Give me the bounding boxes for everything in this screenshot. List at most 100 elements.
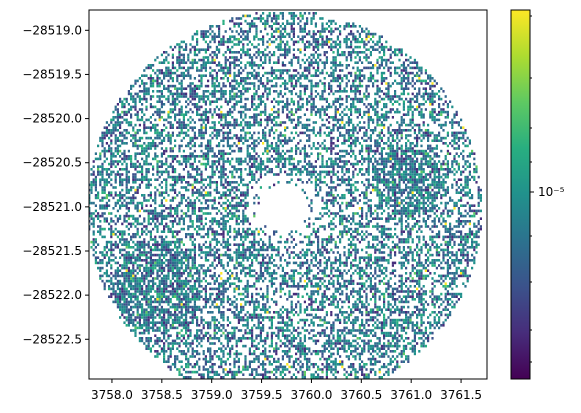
heatmap-cell xyxy=(178,51,181,54)
heatmap-cell xyxy=(114,147,117,150)
heatmap-cell xyxy=(468,178,471,181)
heatmap-cell xyxy=(314,188,317,192)
heatmap-cell xyxy=(455,191,458,194)
heatmap-cell xyxy=(163,71,166,75)
heatmap-cell xyxy=(244,97,247,101)
heatmap-cell xyxy=(330,191,333,194)
heatmap-cell xyxy=(420,175,423,179)
heatmap-cell xyxy=(200,144,203,148)
heatmap-cell xyxy=(356,181,359,184)
heatmap-cell xyxy=(442,173,445,176)
heatmap-cell xyxy=(361,84,364,88)
heatmap-cell xyxy=(455,183,458,187)
heatmap-cell xyxy=(449,152,452,155)
heatmap-cell xyxy=(182,116,185,119)
heatmap-cell xyxy=(418,149,421,153)
heatmap-cell xyxy=(237,110,240,114)
heatmap-cell xyxy=(310,22,313,25)
heatmap-cell xyxy=(372,66,375,70)
heatmap-cell xyxy=(246,123,249,127)
heatmap-cell xyxy=(198,194,201,197)
heatmap-cell xyxy=(222,183,225,187)
heatmap-cell xyxy=(141,103,144,106)
heatmap-cell xyxy=(424,108,427,111)
heatmap-cell xyxy=(444,116,447,119)
heatmap-cell xyxy=(345,90,348,93)
heatmap-cell xyxy=(457,131,460,135)
heatmap-cell xyxy=(237,157,240,161)
heatmap-cell xyxy=(367,168,370,171)
heatmap-cell xyxy=(204,131,207,135)
heatmap-cell xyxy=(330,116,333,119)
heatmap-cell xyxy=(297,116,300,119)
heatmap-cell xyxy=(442,123,445,127)
heatmap-cell xyxy=(125,136,128,140)
heatmap-cell xyxy=(213,170,216,174)
heatmap-cell xyxy=(411,147,414,150)
heatmap-cell xyxy=(202,100,205,103)
heatmap-cell xyxy=(286,87,289,90)
heatmap-cell xyxy=(248,121,251,124)
heatmap-cell xyxy=(200,123,203,127)
heatmap-cell xyxy=(449,121,452,124)
heatmap-cell xyxy=(196,92,199,96)
heatmap-cell xyxy=(389,144,392,148)
heatmap-cell xyxy=(422,157,425,161)
heatmap-cell xyxy=(218,64,221,67)
heatmap-cell xyxy=(189,136,192,140)
heatmap-cell xyxy=(191,103,194,106)
heatmap-cell xyxy=(400,79,403,83)
heatmap-cell xyxy=(193,84,196,88)
heatmap-cell xyxy=(330,175,333,179)
heatmap-cell xyxy=(143,152,146,155)
heatmap-cell xyxy=(218,82,221,85)
heatmap-cell xyxy=(297,108,300,111)
heatmap-cell xyxy=(240,90,243,93)
heatmap-cell xyxy=(339,43,342,46)
heatmap-cell xyxy=(317,183,320,187)
heatmap-cell xyxy=(345,168,348,171)
heatmap-cell xyxy=(323,61,326,64)
heatmap-cell xyxy=(308,170,311,174)
heatmap-cell xyxy=(185,105,188,109)
heatmap-cell xyxy=(182,40,185,44)
heatmap-cell xyxy=(380,90,383,93)
heatmap-cell xyxy=(451,139,454,142)
heatmap-cell xyxy=(451,162,454,166)
heatmap-cell xyxy=(180,194,183,197)
heatmap-cell xyxy=(389,48,392,51)
heatmap-cell xyxy=(209,66,212,70)
heatmap-cell xyxy=(196,95,199,98)
heatmap-cell xyxy=(468,196,471,200)
heatmap-cell xyxy=(127,90,130,93)
heatmap-cell xyxy=(231,170,234,174)
heatmap-cell xyxy=(262,100,265,103)
heatmap-cell xyxy=(306,22,309,25)
heatmap-cell xyxy=(92,170,95,174)
heatmap-cell xyxy=(380,77,383,80)
heatmap-cell xyxy=(220,77,223,80)
heatmap-cell xyxy=(213,173,216,176)
heatmap-cell xyxy=(475,181,478,184)
heatmap-cell xyxy=(281,17,284,20)
heatmap-cell xyxy=(213,77,216,80)
heatmap-cell xyxy=(440,108,443,111)
heatmap-cell xyxy=(361,157,364,161)
heatmap-cell xyxy=(116,144,119,148)
heatmap-cell xyxy=(224,181,227,184)
heatmap-cell xyxy=(374,103,377,106)
heatmap-cell xyxy=(235,201,238,205)
heatmap-cell xyxy=(273,136,276,140)
heatmap-cell xyxy=(246,186,249,189)
heatmap-cell xyxy=(453,201,456,205)
heatmap-cell xyxy=(350,136,353,140)
heatmap-cell xyxy=(244,157,247,161)
heatmap-cell xyxy=(363,56,366,59)
heatmap-cell xyxy=(123,118,126,122)
heatmap-cell xyxy=(240,66,243,70)
heatmap-cell xyxy=(413,186,416,189)
heatmap-cell xyxy=(433,165,436,168)
heatmap-cell xyxy=(413,183,416,187)
heatmap-cell xyxy=(422,201,425,205)
heatmap-cell xyxy=(358,90,361,93)
